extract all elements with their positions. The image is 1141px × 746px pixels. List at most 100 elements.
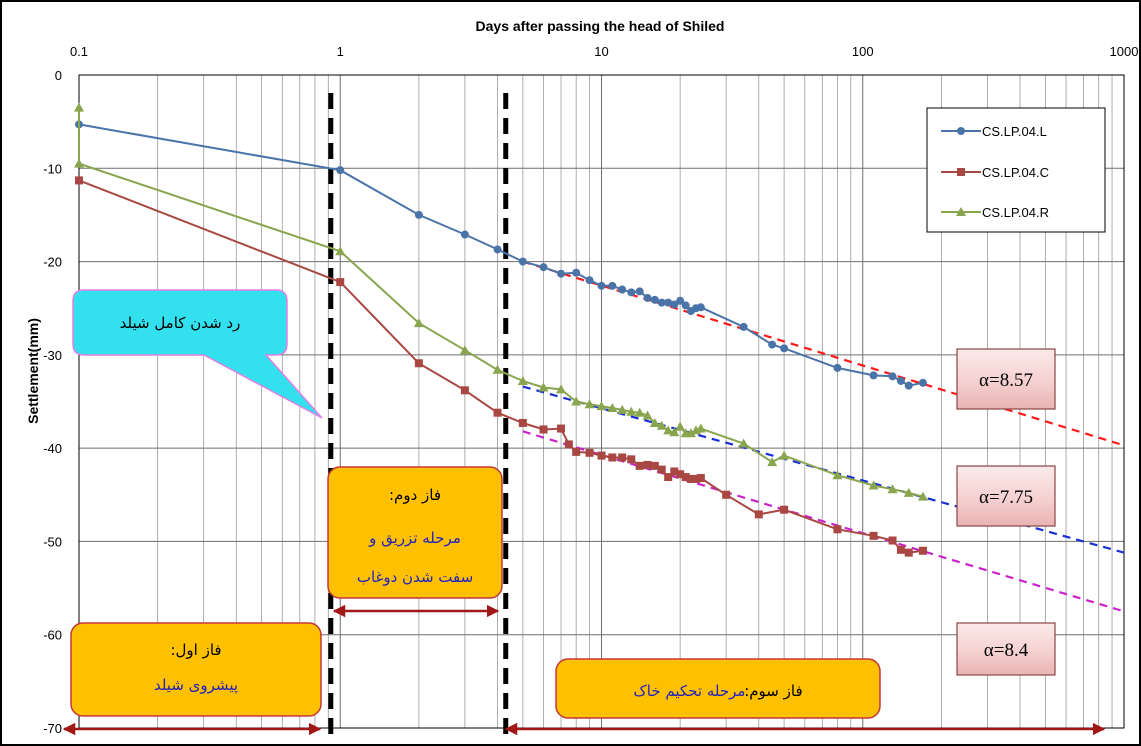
x-tick-label: 0.1 xyxy=(70,44,88,59)
data-point xyxy=(695,423,706,433)
data-point xyxy=(460,386,469,395)
alpha-label-3: α=8.4 xyxy=(956,622,1056,676)
data-point xyxy=(780,505,789,514)
data-point xyxy=(767,457,778,467)
phase1-box: فاز اول: پیشروی شیلد xyxy=(70,622,322,717)
data-point xyxy=(768,340,777,349)
x-tick-label: 1 xyxy=(337,44,344,59)
data-point xyxy=(492,364,503,374)
data-point xyxy=(696,303,705,312)
data-point xyxy=(904,548,913,557)
data-point xyxy=(518,418,527,427)
data-point xyxy=(413,318,424,328)
data-point xyxy=(414,359,423,368)
data-point xyxy=(663,425,674,435)
data-point xyxy=(917,491,928,501)
legend-marker-R xyxy=(956,207,966,216)
callout-bubble xyxy=(72,289,323,419)
data-point xyxy=(571,396,582,406)
data-point xyxy=(692,474,701,483)
data-point xyxy=(618,285,627,294)
data-point xyxy=(650,295,659,304)
x-tick-label: 100 xyxy=(852,44,874,59)
y-tick-label: 0 xyxy=(55,68,62,83)
data-point xyxy=(572,268,581,277)
data-point xyxy=(635,461,644,470)
y-tick-label: -50 xyxy=(43,534,62,549)
phase2-line1: مرحله تزریق و xyxy=(368,529,461,547)
data-series xyxy=(74,102,928,557)
data-point xyxy=(627,455,636,464)
data-point xyxy=(608,281,617,290)
phase3-box: فاز سوم: مرحله تحکیم خاک xyxy=(555,658,881,719)
phase3-label: فاز سوم: xyxy=(744,682,802,700)
data-point xyxy=(903,487,914,497)
data-point xyxy=(896,545,905,554)
data-point xyxy=(634,407,645,417)
alpha-label-1: α=8.57 xyxy=(956,348,1056,410)
data-point xyxy=(643,293,652,302)
phase3-body: مرحله تحکیم خاک xyxy=(633,682,745,700)
data-point xyxy=(656,420,667,430)
data-point xyxy=(888,536,897,545)
data-point xyxy=(649,417,660,427)
data-point xyxy=(754,510,763,519)
series-CS.LP.04.L xyxy=(75,120,927,390)
x-tick-label: 1000 xyxy=(1110,44,1139,59)
data-point xyxy=(585,276,594,285)
phase3-text: فاز سوم: مرحله تحکیم خاک xyxy=(633,682,802,700)
series-CS.LP.04.C xyxy=(75,176,927,557)
data-point xyxy=(918,546,927,555)
data-point xyxy=(618,453,627,462)
data-point xyxy=(918,378,927,387)
data-point xyxy=(517,375,528,385)
legend: CS.LP.04.L CS.LP.04.C CS.LP.04.R xyxy=(926,107,1106,233)
data-point xyxy=(539,425,548,434)
legend-label-C: CS.LP.04.C xyxy=(982,165,1049,180)
phase-lines xyxy=(328,93,509,740)
data-point xyxy=(779,450,790,460)
data-point xyxy=(676,296,685,305)
alpha-value-1: α=8.57 xyxy=(979,370,1033,391)
data-point xyxy=(597,451,606,460)
legend-marker-L xyxy=(957,127,965,135)
data-point xyxy=(607,403,618,413)
data-point xyxy=(670,300,679,309)
callout-shield-passed: رد شدن کامل شیلد xyxy=(72,289,323,419)
data-point xyxy=(518,257,527,266)
y-axis-title: Settlement(mm) xyxy=(25,318,41,424)
legend-marker-C xyxy=(957,168,965,176)
data-point xyxy=(460,230,469,239)
series-CS.LP.04.R xyxy=(74,102,928,501)
data-point xyxy=(681,473,690,482)
data-point xyxy=(676,470,685,479)
data-point xyxy=(685,428,696,438)
y-tick-label: -20 xyxy=(43,255,62,270)
data-point xyxy=(414,210,423,219)
data-point xyxy=(888,372,897,381)
y-tick-label: -30 xyxy=(43,348,62,363)
data-point xyxy=(627,288,636,297)
y-tick-label: -70 xyxy=(43,721,62,736)
y-tick-label: -10 xyxy=(43,161,62,176)
data-point xyxy=(738,438,749,448)
data-point xyxy=(564,440,573,449)
data-point xyxy=(739,322,748,331)
data-point xyxy=(675,421,686,431)
data-point xyxy=(557,424,566,433)
data-point xyxy=(74,158,84,168)
data-point xyxy=(896,376,905,385)
data-point xyxy=(833,363,842,372)
data-point xyxy=(832,470,843,480)
data-point xyxy=(572,447,581,456)
data-point xyxy=(696,473,705,482)
data-point xyxy=(335,246,346,256)
data-point xyxy=(585,448,594,457)
alpha-value-2: α=7.75 xyxy=(979,487,1033,508)
data-point xyxy=(608,453,617,462)
data-point xyxy=(657,298,666,307)
data-point xyxy=(459,345,470,355)
alpha-label-2: α=7.75 xyxy=(956,465,1056,527)
data-point xyxy=(780,344,789,353)
